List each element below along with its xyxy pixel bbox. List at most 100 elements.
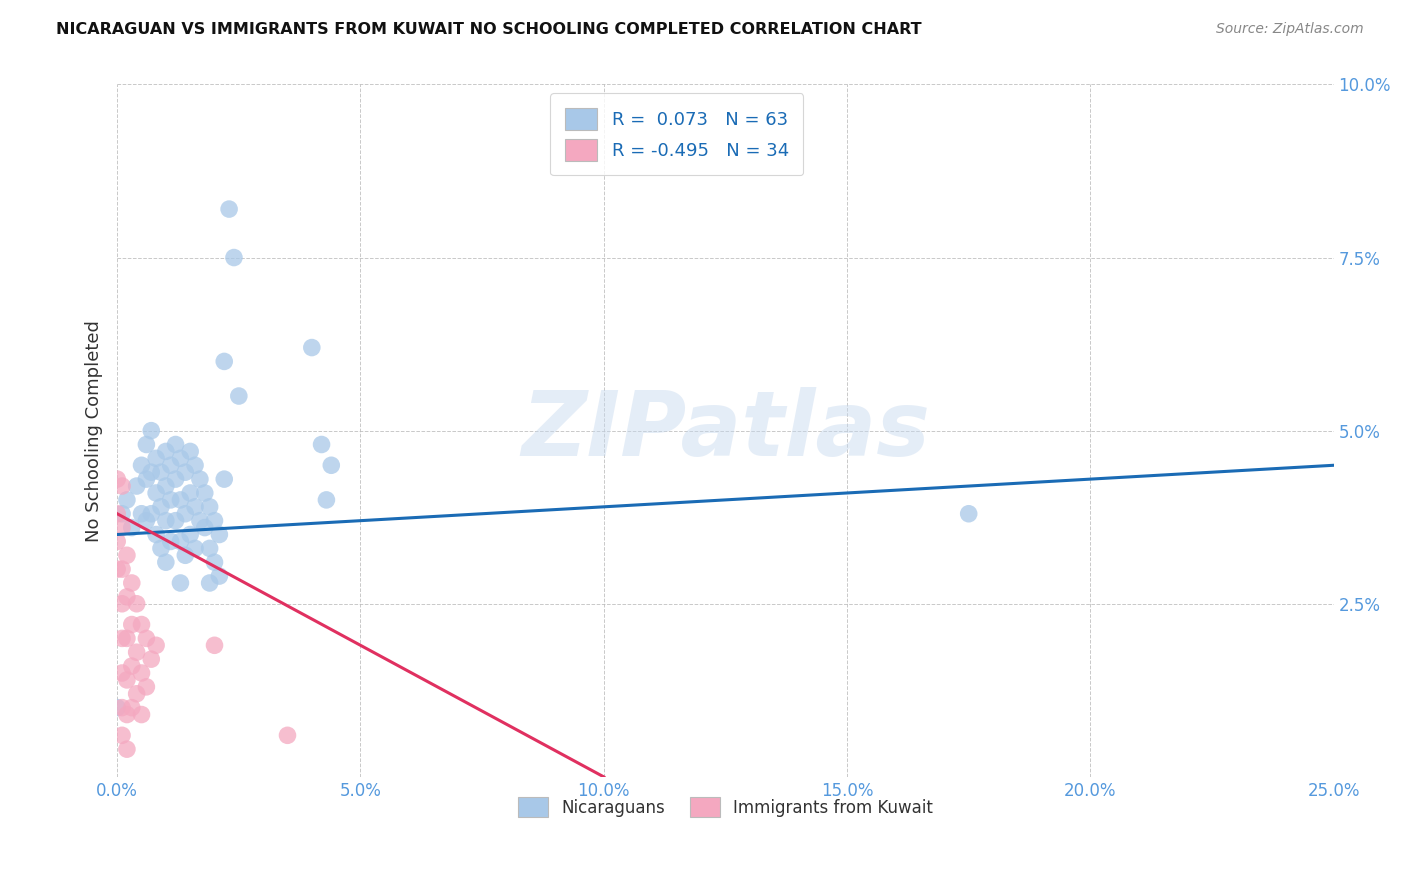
Point bbox=[169, 576, 191, 591]
Point bbox=[135, 437, 157, 451]
Point bbox=[145, 638, 167, 652]
Point bbox=[121, 617, 143, 632]
Point bbox=[121, 576, 143, 591]
Point bbox=[228, 389, 250, 403]
Point bbox=[115, 707, 138, 722]
Point bbox=[111, 700, 134, 714]
Point bbox=[145, 486, 167, 500]
Point bbox=[198, 500, 221, 514]
Point bbox=[125, 597, 148, 611]
Point bbox=[111, 520, 134, 534]
Point bbox=[111, 728, 134, 742]
Point bbox=[141, 507, 163, 521]
Point bbox=[155, 555, 177, 569]
Point bbox=[135, 472, 157, 486]
Point bbox=[174, 549, 197, 563]
Point bbox=[321, 458, 343, 473]
Point bbox=[105, 562, 128, 576]
Point bbox=[131, 507, 153, 521]
Point bbox=[194, 520, 217, 534]
Point bbox=[174, 507, 197, 521]
Point bbox=[111, 597, 134, 611]
Point bbox=[131, 665, 153, 680]
Point bbox=[155, 444, 177, 458]
Point bbox=[115, 549, 138, 563]
Point bbox=[135, 680, 157, 694]
Point bbox=[149, 500, 172, 514]
Point bbox=[111, 562, 134, 576]
Point bbox=[105, 700, 128, 714]
Y-axis label: No Schooling Completed: No Schooling Completed bbox=[86, 319, 103, 541]
Point bbox=[115, 632, 138, 646]
Point bbox=[276, 728, 298, 742]
Point bbox=[105, 472, 128, 486]
Point bbox=[141, 424, 163, 438]
Point bbox=[188, 472, 211, 486]
Point bbox=[121, 520, 143, 534]
Point bbox=[111, 665, 134, 680]
Point bbox=[208, 527, 231, 541]
Point bbox=[174, 465, 197, 479]
Point bbox=[115, 673, 138, 687]
Point bbox=[315, 492, 337, 507]
Point bbox=[188, 514, 211, 528]
Point bbox=[125, 687, 148, 701]
Point bbox=[105, 507, 128, 521]
Point bbox=[131, 617, 153, 632]
Point bbox=[111, 507, 134, 521]
Point bbox=[311, 437, 333, 451]
Point bbox=[155, 479, 177, 493]
Point bbox=[198, 576, 221, 591]
Point bbox=[149, 465, 172, 479]
Point bbox=[135, 514, 157, 528]
Point bbox=[204, 514, 226, 528]
Point bbox=[155, 514, 177, 528]
Point bbox=[165, 472, 187, 486]
Point bbox=[159, 492, 181, 507]
Point bbox=[212, 354, 235, 368]
Point bbox=[159, 534, 181, 549]
Point bbox=[105, 534, 128, 549]
Point bbox=[125, 479, 148, 493]
Text: ZIPatlas: ZIPatlas bbox=[520, 386, 929, 475]
Point bbox=[141, 465, 163, 479]
Point bbox=[115, 590, 138, 604]
Point bbox=[169, 451, 191, 466]
Text: Source: ZipAtlas.com: Source: ZipAtlas.com bbox=[1216, 22, 1364, 37]
Point bbox=[165, 437, 187, 451]
Point bbox=[218, 202, 240, 216]
Point bbox=[184, 500, 207, 514]
Point bbox=[198, 541, 221, 556]
Point bbox=[194, 486, 217, 500]
Point bbox=[159, 458, 181, 473]
Point bbox=[121, 659, 143, 673]
Point bbox=[125, 645, 148, 659]
Point bbox=[184, 541, 207, 556]
Point bbox=[145, 451, 167, 466]
Point bbox=[179, 486, 201, 500]
Point bbox=[141, 652, 163, 666]
Point bbox=[957, 507, 980, 521]
Point bbox=[115, 492, 138, 507]
Point bbox=[149, 541, 172, 556]
Point bbox=[204, 638, 226, 652]
Point bbox=[212, 472, 235, 486]
Point bbox=[169, 492, 191, 507]
Point bbox=[111, 479, 134, 493]
Text: NICARAGUAN VS IMMIGRANTS FROM KUWAIT NO SCHOOLING COMPLETED CORRELATION CHART: NICARAGUAN VS IMMIGRANTS FROM KUWAIT NO … bbox=[56, 22, 922, 37]
Point bbox=[111, 632, 134, 646]
Point bbox=[179, 444, 201, 458]
Point bbox=[131, 458, 153, 473]
Point bbox=[135, 632, 157, 646]
Point bbox=[301, 341, 323, 355]
Point bbox=[179, 527, 201, 541]
Point bbox=[131, 707, 153, 722]
Point bbox=[184, 458, 207, 473]
Point bbox=[121, 700, 143, 714]
Point bbox=[204, 555, 226, 569]
Legend: Nicaraguans, Immigrants from Kuwait: Nicaraguans, Immigrants from Kuwait bbox=[512, 790, 939, 824]
Point bbox=[208, 569, 231, 583]
Point bbox=[222, 251, 245, 265]
Point bbox=[115, 742, 138, 756]
Point bbox=[169, 534, 191, 549]
